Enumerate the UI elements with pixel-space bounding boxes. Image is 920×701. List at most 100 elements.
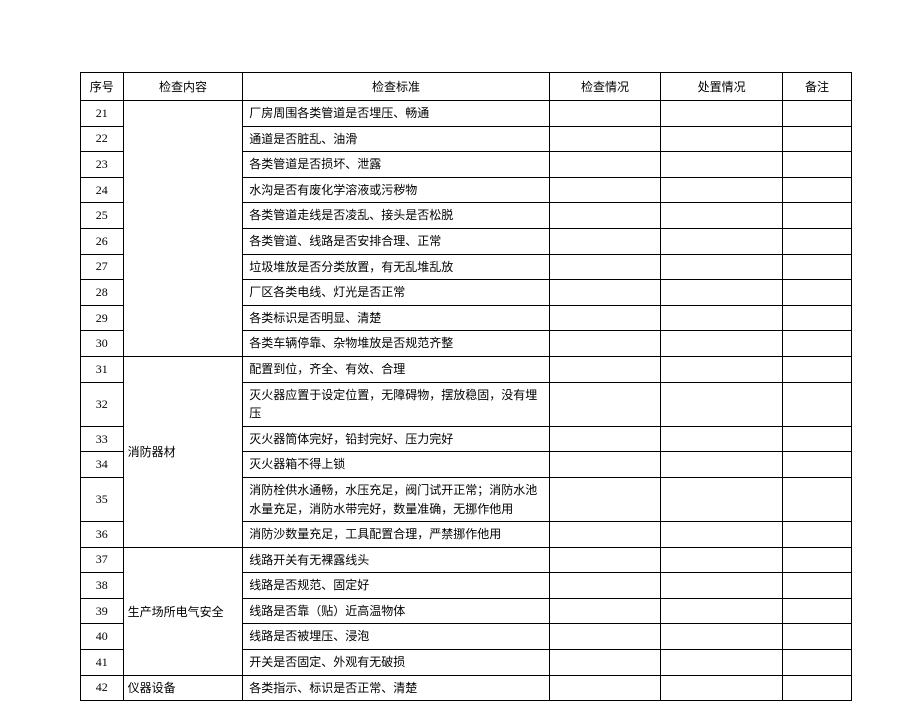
- cell-seq: 36: [81, 522, 124, 548]
- cell-check: [549, 382, 661, 426]
- cell-note: [782, 426, 851, 452]
- cell-check: [549, 452, 661, 478]
- cell-handle: [661, 382, 783, 426]
- cell-handle: [661, 126, 783, 152]
- cell-standard: 线路是否规范、固定好: [243, 573, 549, 599]
- cell-standard: 消防栓供水通畅，水压充足，阀门试开正常；消防水池水量充足，消防水带完好，数量准确…: [243, 477, 549, 521]
- cell-seq: 26: [81, 228, 124, 254]
- cell-check: [549, 650, 661, 676]
- header-handle: 处置情况: [661, 73, 783, 101]
- cell-standard: 各类管道、线路是否安排合理、正常: [243, 228, 549, 254]
- cell-standard: 灭火器筒体完好，铅封完好、压力完好: [243, 426, 549, 452]
- cell-note: [782, 356, 851, 382]
- cell-seq: 21: [81, 101, 124, 127]
- cell-seq: 27: [81, 254, 124, 280]
- cell-handle: [661, 101, 783, 127]
- cell-standard: 配置到位，齐全、有效、合理: [243, 356, 549, 382]
- cell-note: [782, 280, 851, 306]
- cell-check: [549, 203, 661, 229]
- cell-check: [549, 280, 661, 306]
- cell-note: [782, 305, 851, 331]
- table-row: 31 消防器材 配置到位，齐全、有效、合理: [81, 356, 852, 382]
- cell-seq: 23: [81, 152, 124, 178]
- cell-handle: [661, 547, 783, 573]
- cell-note: [782, 598, 851, 624]
- cell-standard: 线路开关有无裸露线头: [243, 547, 549, 573]
- cell-note: [782, 228, 851, 254]
- cell-seq: 31: [81, 356, 124, 382]
- cell-seq: 30: [81, 331, 124, 357]
- cell-standard: 灭火器箱不得上锁: [243, 452, 549, 478]
- cell-note: [782, 573, 851, 599]
- cell-note: [782, 203, 851, 229]
- cell-handle: [661, 203, 783, 229]
- cell-handle: [661, 452, 783, 478]
- cell-seq: 42: [81, 675, 124, 701]
- cell-note: [782, 177, 851, 203]
- cell-standard: 各类车辆停靠、杂物堆放是否规范齐整: [243, 331, 549, 357]
- cell-check: [549, 426, 661, 452]
- cell-standard: 开关是否固定、外观有无破损: [243, 650, 549, 676]
- cell-handle: [661, 280, 783, 306]
- cell-seq: 32: [81, 382, 124, 426]
- cell-handle: [661, 254, 783, 280]
- header-note: 备注: [782, 73, 851, 101]
- header-standard: 检查标准: [243, 73, 549, 101]
- cell-check: [549, 598, 661, 624]
- table-row: 37 生产场所电气安全 线路开关有无裸露线头: [81, 547, 852, 573]
- cell-standard: 各类管道是否损坏、泄露: [243, 152, 549, 178]
- cell-standard: 各类指示、标识是否正常、清楚: [243, 675, 549, 701]
- cell-handle: [661, 477, 783, 521]
- cell-standard: 各类标识是否明显、清楚: [243, 305, 549, 331]
- cell-seq: 29: [81, 305, 124, 331]
- cell-handle: [661, 573, 783, 599]
- cell-note: [782, 477, 851, 521]
- cell-seq: 22: [81, 126, 124, 152]
- header-seq: 序号: [81, 73, 124, 101]
- cell-handle: [661, 426, 783, 452]
- cell-check: [549, 547, 661, 573]
- header-check: 检查情况: [549, 73, 661, 101]
- cell-handle: [661, 650, 783, 676]
- cell-seq: 33: [81, 426, 124, 452]
- cell-note: [782, 650, 851, 676]
- cell-note: [782, 101, 851, 127]
- cell-handle: [661, 356, 783, 382]
- cell-standard: 厂房周围各类管道是否埋压、畅通: [243, 101, 549, 127]
- cell-seq: 35: [81, 477, 124, 521]
- cell-note: [782, 624, 851, 650]
- cell-seq: 25: [81, 203, 124, 229]
- cell-check: [549, 675, 661, 701]
- cell-note: [782, 152, 851, 178]
- header-content: 检查内容: [123, 73, 243, 101]
- cell-seq: 34: [81, 452, 124, 478]
- cell-handle: [661, 331, 783, 357]
- cell-handle: [661, 522, 783, 548]
- cell-standard: 通道是否脏乱、油滑: [243, 126, 549, 152]
- cell-check: [549, 152, 661, 178]
- cell-standard: 厂区各类电线、灯光是否正常: [243, 280, 549, 306]
- cell-note: [782, 675, 851, 701]
- cell-seq: 28: [81, 280, 124, 306]
- cell-note: [782, 126, 851, 152]
- cell-check: [549, 573, 661, 599]
- cell-standard: 垃圾堆放是否分类放置，有无乱堆乱放: [243, 254, 549, 280]
- cell-standard: 灭火器应置于设定位置，无障碍物，摆放稳固，没有埋压: [243, 382, 549, 426]
- cell-seq: 41: [81, 650, 124, 676]
- cell-check: [549, 254, 661, 280]
- cell-content-fire: 消防器材: [123, 356, 243, 547]
- cell-content-empty: [123, 101, 243, 357]
- cell-note: [782, 452, 851, 478]
- inspection-table: 序号 检查内容 检查标准 检查情况 处置情况 备注 21 厂房周围各类管道是否埋…: [80, 72, 852, 701]
- cell-handle: [661, 305, 783, 331]
- cell-seq: 24: [81, 177, 124, 203]
- cell-check: [549, 624, 661, 650]
- cell-seq: 39: [81, 598, 124, 624]
- cell-check: [549, 177, 661, 203]
- cell-standard: 水沟是否有废化学溶液或污秽物: [243, 177, 549, 203]
- cell-content-equipment: 仪器设备: [123, 675, 243, 701]
- cell-note: [782, 254, 851, 280]
- cell-check: [549, 356, 661, 382]
- cell-check: [549, 228, 661, 254]
- cell-check: [549, 101, 661, 127]
